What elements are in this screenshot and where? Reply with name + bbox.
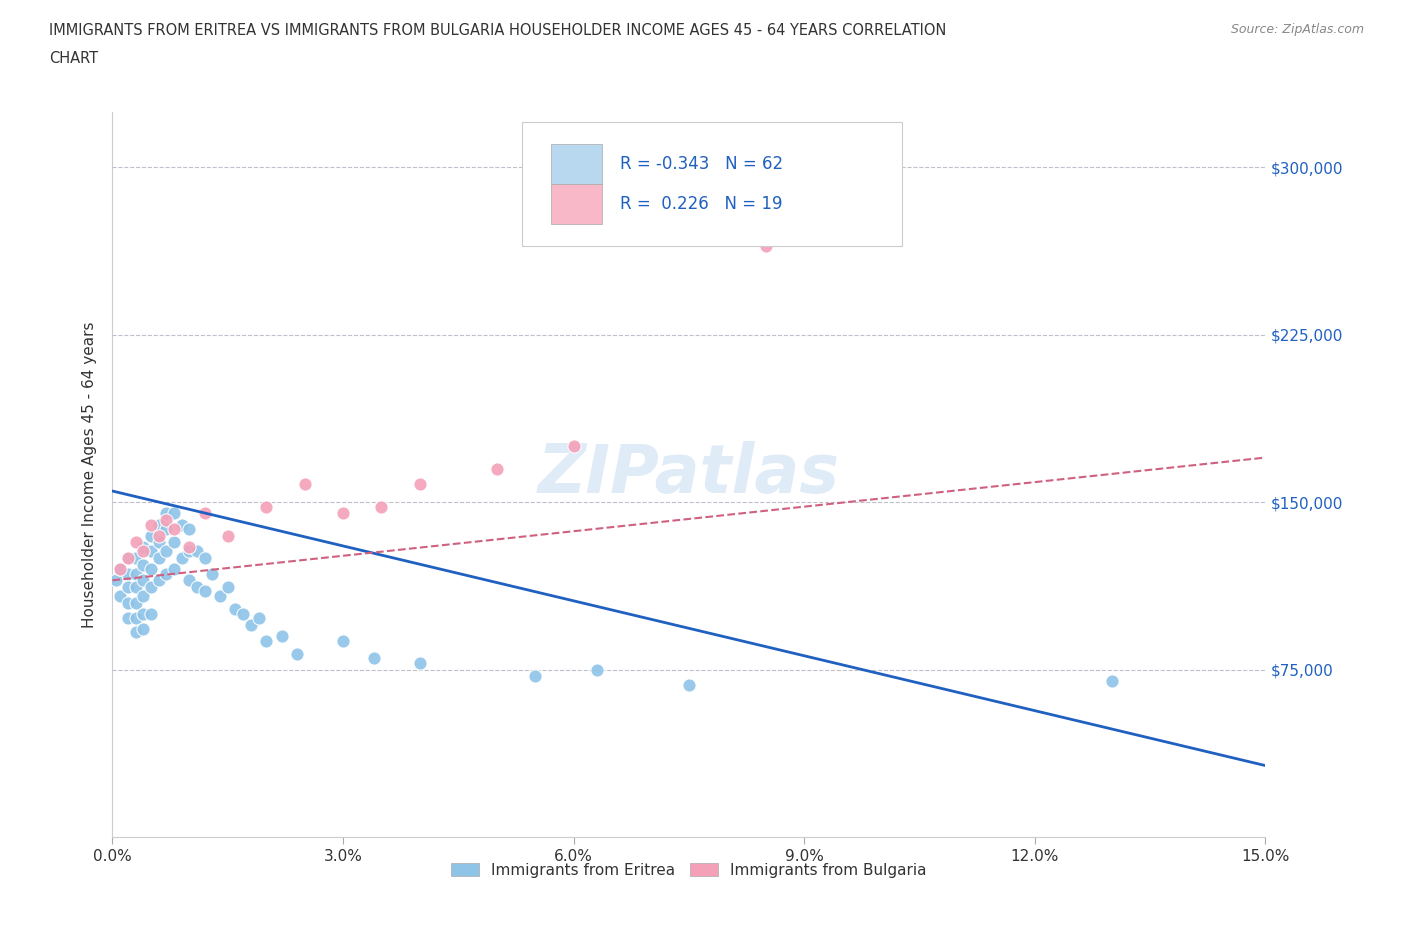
Text: IMMIGRANTS FROM ERITREA VS IMMIGRANTS FROM BULGARIA HOUSEHOLDER INCOME AGES 45 -: IMMIGRANTS FROM ERITREA VS IMMIGRANTS FR…: [49, 23, 946, 38]
Point: [363, 651, 385, 666]
Point: [139, 528, 162, 543]
Point: [132, 622, 155, 637]
Point: [201, 566, 224, 581]
Point: [232, 606, 254, 621]
Point: [124, 551, 146, 565]
Point: [247, 611, 270, 626]
Text: Source: ZipAtlas.com: Source: ZipAtlas.com: [1230, 23, 1364, 36]
Text: R =  0.226   N = 19: R = 0.226 N = 19: [620, 195, 782, 213]
Point: [285, 646, 308, 661]
Point: [163, 522, 186, 537]
FancyBboxPatch shape: [551, 184, 603, 224]
Point: [163, 535, 186, 550]
Point: [254, 499, 277, 514]
Y-axis label: Householder Income Ages 45 - 64 years: Householder Income Ages 45 - 64 years: [82, 321, 97, 628]
Point: [217, 579, 239, 594]
Point: [179, 573, 201, 588]
Point: [755, 238, 778, 253]
FancyBboxPatch shape: [551, 144, 603, 184]
Point: [139, 579, 162, 594]
Point: [139, 606, 162, 621]
Point: [155, 506, 177, 521]
Point: [155, 566, 177, 581]
Point: [239, 618, 262, 632]
Point: [163, 506, 186, 521]
Point: [179, 522, 201, 537]
Point: [179, 544, 201, 559]
Point: [254, 633, 277, 648]
Point: [117, 611, 139, 626]
Point: [124, 611, 146, 626]
FancyBboxPatch shape: [522, 123, 903, 246]
Point: [194, 551, 217, 565]
Point: [194, 506, 217, 521]
Point: [270, 629, 292, 644]
Point: [117, 579, 139, 594]
Point: [678, 678, 700, 693]
Point: [117, 566, 139, 581]
Point: [124, 535, 146, 550]
Point: [155, 512, 177, 527]
Point: [139, 562, 162, 577]
Point: [194, 584, 217, 599]
Point: [179, 539, 201, 554]
Point: [148, 528, 170, 543]
Point: [186, 579, 208, 594]
Point: [155, 544, 177, 559]
Point: [217, 528, 239, 543]
Point: [124, 566, 146, 581]
Point: [163, 562, 186, 577]
Point: [148, 535, 170, 550]
Point: [108, 589, 131, 604]
Point: [409, 477, 432, 492]
Point: [585, 662, 607, 677]
Point: [148, 551, 170, 565]
Point: [132, 606, 155, 621]
Point: [139, 517, 162, 532]
Point: [124, 595, 146, 610]
Point: [117, 595, 139, 610]
Point: [1101, 673, 1123, 688]
Point: [224, 602, 246, 617]
Point: [132, 544, 155, 559]
Point: [108, 562, 131, 577]
Point: [155, 522, 177, 537]
Point: [485, 461, 508, 476]
Text: R = -0.343   N = 62: R = -0.343 N = 62: [620, 155, 783, 173]
Point: [332, 633, 354, 648]
Point: [132, 573, 155, 588]
Text: ZIPatlas: ZIPatlas: [538, 442, 839, 507]
Point: [132, 589, 155, 604]
Point: [170, 551, 193, 565]
Point: [139, 544, 162, 559]
Point: [524, 669, 547, 684]
Point: [117, 551, 139, 565]
Point: [108, 562, 131, 577]
Point: [132, 557, 155, 572]
Point: [105, 573, 128, 588]
Point: [294, 477, 316, 492]
Point: [124, 624, 146, 639]
Point: [332, 506, 354, 521]
Point: [132, 539, 155, 554]
Point: [186, 544, 208, 559]
Text: CHART: CHART: [49, 51, 98, 66]
Point: [148, 573, 170, 588]
Point: [370, 499, 392, 514]
Legend: Immigrants from Eritrea, Immigrants from Bulgaria: Immigrants from Eritrea, Immigrants from…: [446, 857, 932, 884]
Point: [170, 517, 193, 532]
Point: [117, 551, 139, 565]
Point: [124, 579, 146, 594]
Point: [409, 656, 432, 671]
Point: [209, 589, 232, 604]
Point: [148, 517, 170, 532]
Point: [562, 439, 585, 454]
